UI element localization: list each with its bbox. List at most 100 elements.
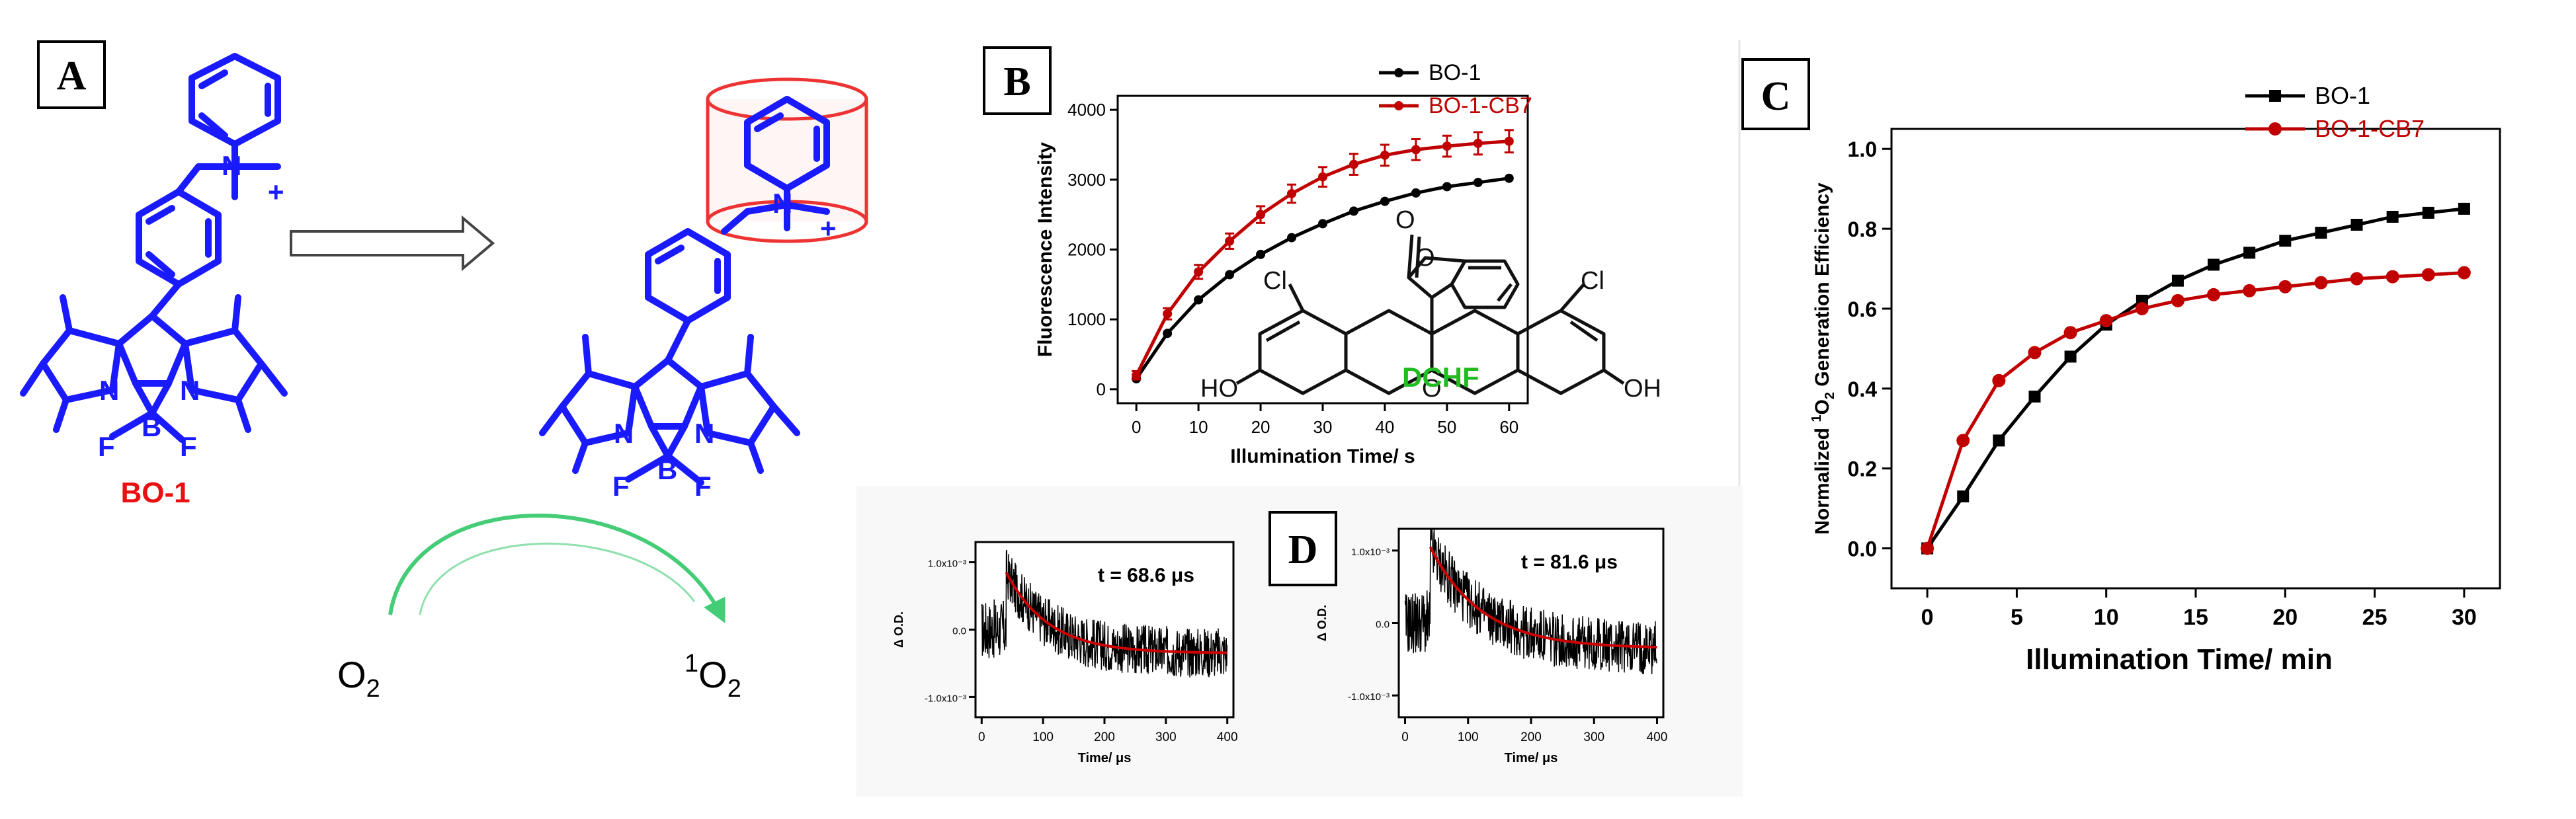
chart-b-point (1194, 267, 1204, 277)
chart-c-point (2171, 274, 2184, 287)
chart-c-point (2208, 258, 2220, 271)
chart-b-point (1504, 173, 1514, 183)
chart-c-point (2028, 346, 2042, 360)
chart-d-x-tick-label: 0 (978, 730, 985, 744)
bo1-structure: + N N B F F N (20, 53, 288, 462)
chart-b-point (1318, 172, 1327, 182)
reaction-arrow-icon (290, 215, 495, 272)
atom-b-complex: B (657, 454, 677, 485)
chart-d-x-tick-label: 200 (1520, 730, 1542, 744)
chart-d-signal-trace (981, 549, 1228, 678)
chart-c-y-tick-label: 0.6 (1848, 297, 1877, 321)
atom-n-right: N (180, 375, 200, 406)
chart-b-x-axis-title: Illumination Time/ s (1230, 446, 1415, 467)
panel-d-label: D (1288, 527, 1318, 572)
chart-c-y-tick-label: 0.8 (1848, 217, 1877, 241)
chart-b-point (1163, 309, 1173, 319)
chart-b-point (1411, 188, 1421, 198)
chart-c-y-axis-title-part: Normalized (1811, 422, 1833, 535)
chart-b-x-tick-label: 20 (1251, 417, 1270, 437)
chart-d-y-tick-label: 1.0x10⁻³ (928, 559, 966, 570)
chart-c-x-tick-label: 25 (2362, 605, 2388, 630)
chart-b-x-tick-label: 0 (1132, 417, 1141, 437)
chart-d-y-tick-label: -1.0x10⁻³ (1348, 691, 1390, 703)
atom-n-left-complex: N (614, 418, 634, 449)
chart-c-point (2135, 301, 2149, 315)
chart-c-point (2386, 270, 2399, 284)
chart-b-point (1256, 249, 1266, 259)
chart-b-point (1256, 210, 1266, 219)
chart-c-point (2099, 314, 2113, 328)
chart-b-point (1163, 329, 1173, 338)
chart-b-x-tick-label: 40 (1375, 417, 1394, 437)
chart-b-legend-label: BO-1 (1429, 60, 1481, 85)
chart-c-y-tick-label: 0.4 (1848, 377, 1878, 401)
atom-f-right: F (180, 431, 197, 462)
o2-right-o: O (698, 654, 727, 695)
dchf-carbonyl-o: O (1395, 206, 1415, 234)
chart-c-point (2028, 390, 2041, 403)
chart-c-point (2171, 293, 2184, 307)
chart-c-point (2314, 276, 2328, 290)
chart-c-y-axis-title-part: 1 (1809, 415, 1824, 422)
dchf-structure: O O Cl Cl HO OH O (1200, 206, 1661, 403)
oxygen-ground-state-label: O2 (337, 654, 380, 703)
chart-b-y-axis-title: Fluorescence Intensity (1034, 142, 1056, 357)
chart-b-point (1287, 233, 1297, 243)
chart-c-point (2064, 350, 2077, 363)
chart-b-x-tick-label: 10 (1189, 417, 1208, 437)
chart-b-legend-label: BO-1-CB7 (1429, 93, 1532, 118)
chart-c-point (2315, 227, 2327, 239)
chart-c-point (2279, 235, 2292, 247)
chart-c-point (2458, 202, 2470, 215)
chart-c-x-tick-label: 10 (2094, 605, 2119, 630)
chart-d2: 0 100 200 300 400 -1.0x10⁻³ 0.0 1.0x10⁻³ Time/ μ… (1315, 527, 1667, 765)
o2-left-sub: 2 (366, 675, 380, 703)
chart-c-x-tick-label: 5 (2011, 605, 2023, 630)
chart-c-point (1921, 541, 1934, 555)
chart-c-point (2350, 219, 2363, 231)
chart-d-x-tick-label: 0 (1401, 730, 1409, 744)
panel-d: 0 100 200 300 400 -1.0x10⁻³ 0.0 1.0x10⁻³ Time/ μ… (856, 486, 1743, 797)
chart-d-y-axis-title: Δ O.D. (892, 611, 905, 648)
panel-a-label: A (57, 54, 87, 98)
chart-c-y-axis-title-part: 2 (1823, 392, 1837, 399)
bo1-compound-label: BO-1 (120, 477, 190, 509)
chart-b-x-tick-label: 30 (1313, 417, 1333, 437)
chart-c-point (1957, 490, 1970, 502)
chart-b-x-tick-label: 50 (1437, 417, 1456, 437)
chart-b-x-tick-label: 60 (1499, 417, 1518, 437)
panel-a-label-box (37, 40, 106, 109)
chart-d-fit-curve (1005, 571, 1227, 654)
chart-b-y-tick-label: 4000 (1067, 100, 1106, 120)
chart-b-legend-marker (1394, 68, 1403, 77)
dchf-ring-o: O (1415, 244, 1435, 272)
chart-d-x-tick-label: 100 (1458, 730, 1479, 744)
dchf-ho: HO (1200, 375, 1238, 403)
chart-d-x-tick-label: 100 (1032, 730, 1054, 744)
dchf-bridge-o: O (1422, 375, 1442, 403)
chart-c-frame (1890, 128, 2501, 590)
chart-b-point (1411, 145, 1421, 155)
panel-b-label: B (1003, 59, 1030, 104)
atom-f-left: F (98, 431, 115, 462)
atom-n-ammonium: N (222, 150, 241, 181)
chart-c-point (2207, 288, 2221, 301)
panel-b-label-box (983, 46, 1052, 115)
atom-b: B (142, 411, 161, 442)
chart-b-point (1504, 136, 1514, 146)
chart-d-y-tick-label: -1.0x10⁻³ (925, 693, 966, 704)
chart-b-point (1287, 188, 1297, 198)
chart-b-point (1380, 150, 1390, 160)
chart-d-fit-curve (1429, 546, 1657, 648)
chart-d-x-tick-label: 400 (1647, 730, 1668, 744)
charge-plus: + (268, 176, 284, 208)
chart-c-series-line (1925, 271, 2465, 549)
charge-plus-complex: + (820, 213, 837, 244)
chart-b-point (1225, 270, 1235, 280)
chart-b-point (1132, 370, 1142, 380)
chart-b-point (1318, 219, 1327, 229)
chart-c-point (2422, 206, 2434, 219)
chart-c-legend-marker (2268, 122, 2282, 136)
chart-c-point (2063, 326, 2077, 340)
